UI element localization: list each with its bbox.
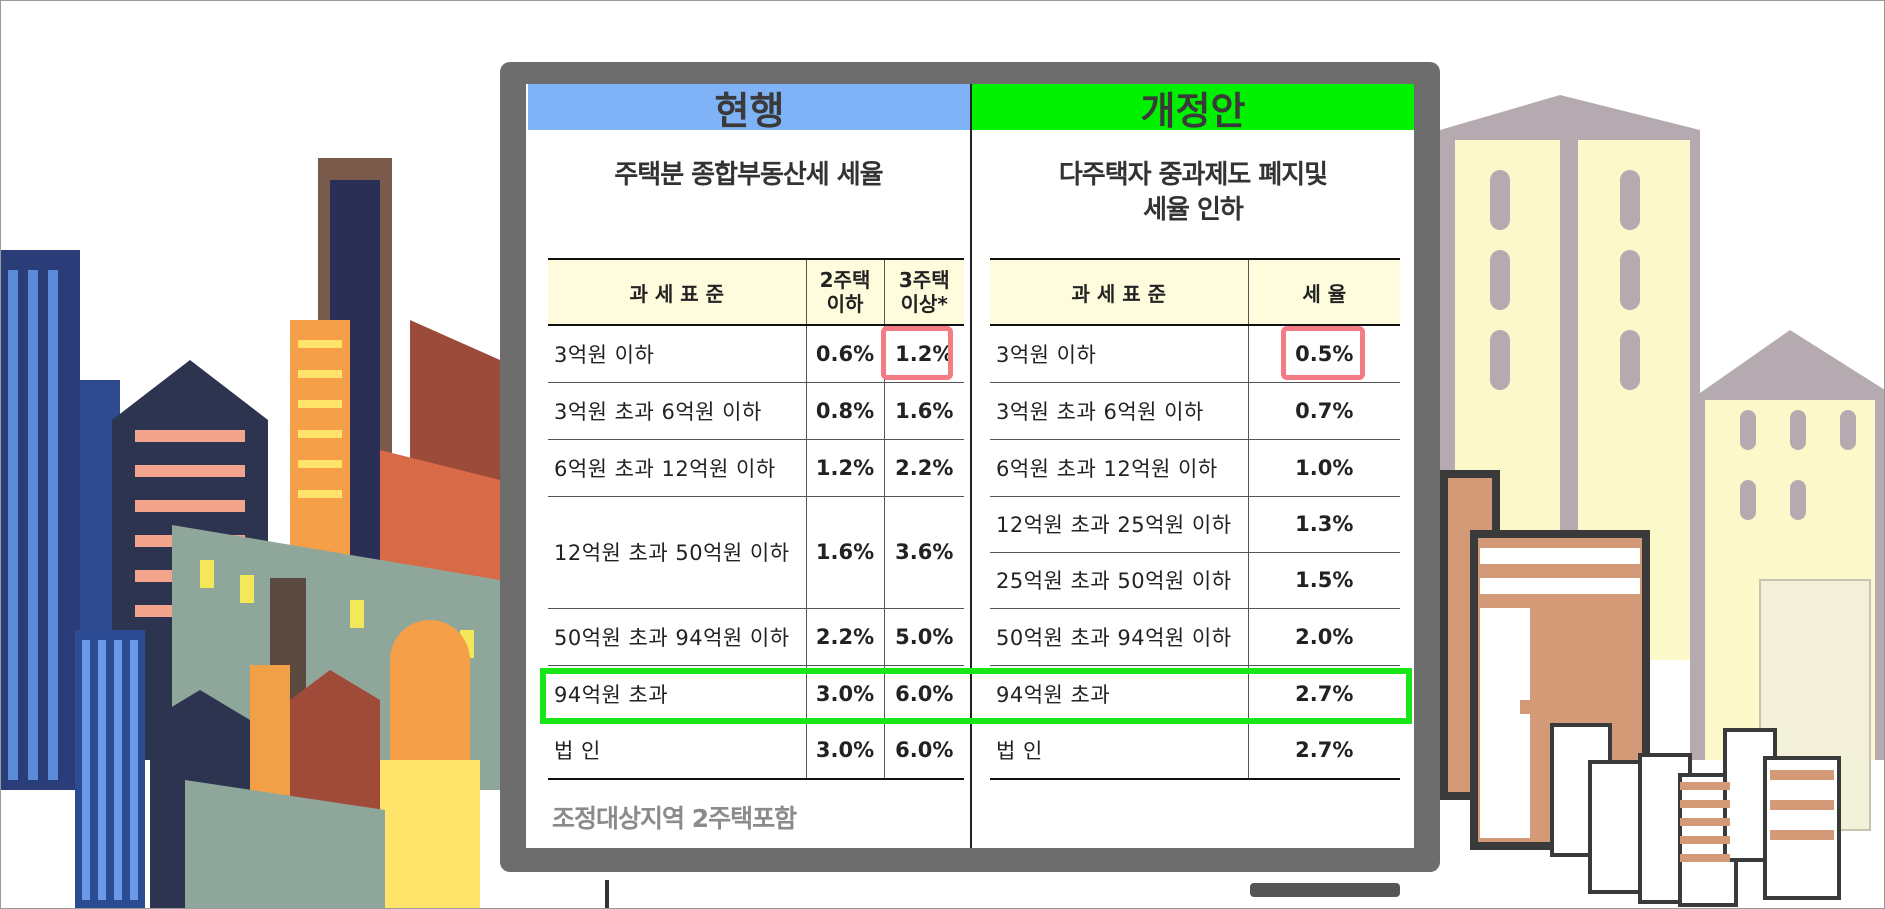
table-row: 25억원 초과 50억원 이하 1.5% — [990, 552, 1400, 609]
rate-two-homes: 2.2% — [806, 608, 885, 666]
bracket-label: 94억원 초과 — [990, 665, 1249, 723]
table-row: 3억원 초과 6억원 이하 0.8% 1.6% — [548, 382, 964, 440]
bracket-label: 3억원 초과 6억원 이하 — [990, 382, 1249, 440]
column-header: 과 세 표 준 — [990, 258, 1249, 326]
table-row: 법 인 3.0% 6.0% — [548, 722, 964, 780]
bracket-label: 50억원 초과 94억원 이하 — [548, 608, 807, 666]
rate-three-homes: 5.0% — [884, 608, 964, 666]
current-header: 현행 — [528, 84, 971, 133]
bracket-label: 3억원 이하 — [990, 325, 1249, 383]
rate-three-homes: 2.2% — [884, 439, 964, 497]
rate-value: 1.3% — [1248, 496, 1400, 553]
rate-two-homes: 0.6% — [806, 325, 885, 383]
board-stand-foot — [1250, 883, 1400, 897]
revised-rate-table: 과 세 표 준 세 율 3억원 이하 0.5% 3억원 초과 6억원 이하 0.… — [990, 258, 1400, 780]
footnote: 조정대상지역 2주택포함 — [552, 804, 797, 833]
bracket-label: 50억원 초과 94억원 이하 — [990, 608, 1249, 666]
bracket-label: 3억원 초과 6억원 이하 — [548, 382, 807, 440]
rate-value: 0.7% — [1248, 382, 1400, 440]
table-row: 12억원 초과 50억원 이하 1.6% 3.6% — [548, 496, 964, 609]
rate-two-homes: 1.2% — [806, 439, 885, 497]
highlight-top-bracket-row — [540, 668, 1412, 724]
column-header: 3주택 이상* — [884, 258, 964, 326]
right-buildings — [1440, 95, 1885, 907]
table-row: 50억원 초과 94억원 이하 2.0% — [990, 608, 1400, 666]
table-row: 6억원 초과 12억원 이하 1.2% 2.2% — [548, 439, 964, 497]
comparison-sheet: 현행 개정안 주택분 종합부동산세 세율 다주택자 중과제도 폐지및 세율 인하… — [526, 84, 1414, 848]
revised-subtitle: 다주택자 중과제도 폐지및 세율 인하 — [1058, 160, 1328, 225]
table-row: 12억원 초과 25억원 이하 1.3% — [990, 496, 1400, 553]
rate-three-homes: 6.0% — [884, 722, 964, 780]
table-header-row: 과 세 표 준 세 율 — [990, 258, 1400, 326]
table-row: 3억원 이하 0.5% — [990, 325, 1400, 383]
highlight-current-top-rate — [881, 326, 953, 380]
rate-two-homes: 1.6% — [806, 496, 885, 609]
table-row: 6억원 초과 12억원 이하 1.0% — [990, 439, 1400, 497]
rate-two-homes: 0.8% — [806, 382, 885, 440]
bracket-label: 25억원 초과 50억원 이하 — [990, 552, 1249, 609]
rate-value: 1.0% — [1248, 439, 1400, 497]
column-header: 2주택 이하 — [806, 258, 885, 326]
column-header: 과 세 표 준 — [548, 258, 807, 326]
current-subtitle: 주택분 종합부동산세 세율 — [614, 160, 883, 190]
rate-value: 0.5% — [1248, 325, 1400, 383]
rate-two-homes: 3.0% — [806, 665, 885, 723]
bracket-label: 법 인 — [990, 722, 1249, 780]
current-rate-table: 과 세 표 준 2주택 이하 3주택 이상* 3억원 이하 0.6% 1.2% … — [548, 258, 964, 780]
table-row: 94억원 초과 2.7% — [990, 665, 1400, 723]
table-row: 법 인 2.7% — [990, 722, 1400, 780]
column-header: 세 율 — [1248, 258, 1400, 326]
bracket-label: 3억원 이하 — [548, 325, 807, 383]
highlight-revised-top-rate — [1281, 326, 1365, 380]
table-row: 50억원 초과 94억원 이하 2.2% 5.0% — [548, 608, 964, 666]
revised-header: 개정안 — [972, 84, 1414, 133]
table-row: 3억원 초과 6억원 이하 0.7% — [990, 382, 1400, 440]
table-row: 94억원 초과 3.0% 6.0% — [548, 665, 964, 723]
bracket-label: 6억원 초과 12억원 이하 — [548, 439, 807, 497]
rate-three-homes: 6.0% — [884, 665, 964, 723]
rate-three-homes: 3.6% — [884, 496, 964, 609]
bracket-label: 12억원 초과 25억원 이하 — [990, 496, 1249, 553]
rate-value: 2.7% — [1248, 665, 1400, 723]
bracket-label: 12억원 초과 50억원 이하 — [548, 496, 807, 609]
left-buildings — [0, 158, 500, 909]
center-divider — [970, 84, 972, 848]
rate-three-homes: 1.6% — [884, 382, 964, 440]
board-stand-leg — [605, 880, 609, 909]
table-row: 3억원 이하 0.6% 1.2% — [548, 325, 964, 383]
rate-value: 2.7% — [1248, 722, 1400, 780]
bracket-label: 94억원 초과 — [548, 665, 807, 723]
table-header-row: 과 세 표 준 2주택 이하 3주택 이상* — [548, 258, 964, 326]
bracket-label: 법 인 — [548, 722, 807, 780]
rate-value: 1.5% — [1248, 552, 1400, 609]
rate-value: 2.0% — [1248, 608, 1400, 666]
rate-two-homes: 3.0% — [806, 722, 885, 780]
bracket-label: 6억원 초과 12억원 이하 — [990, 439, 1249, 497]
